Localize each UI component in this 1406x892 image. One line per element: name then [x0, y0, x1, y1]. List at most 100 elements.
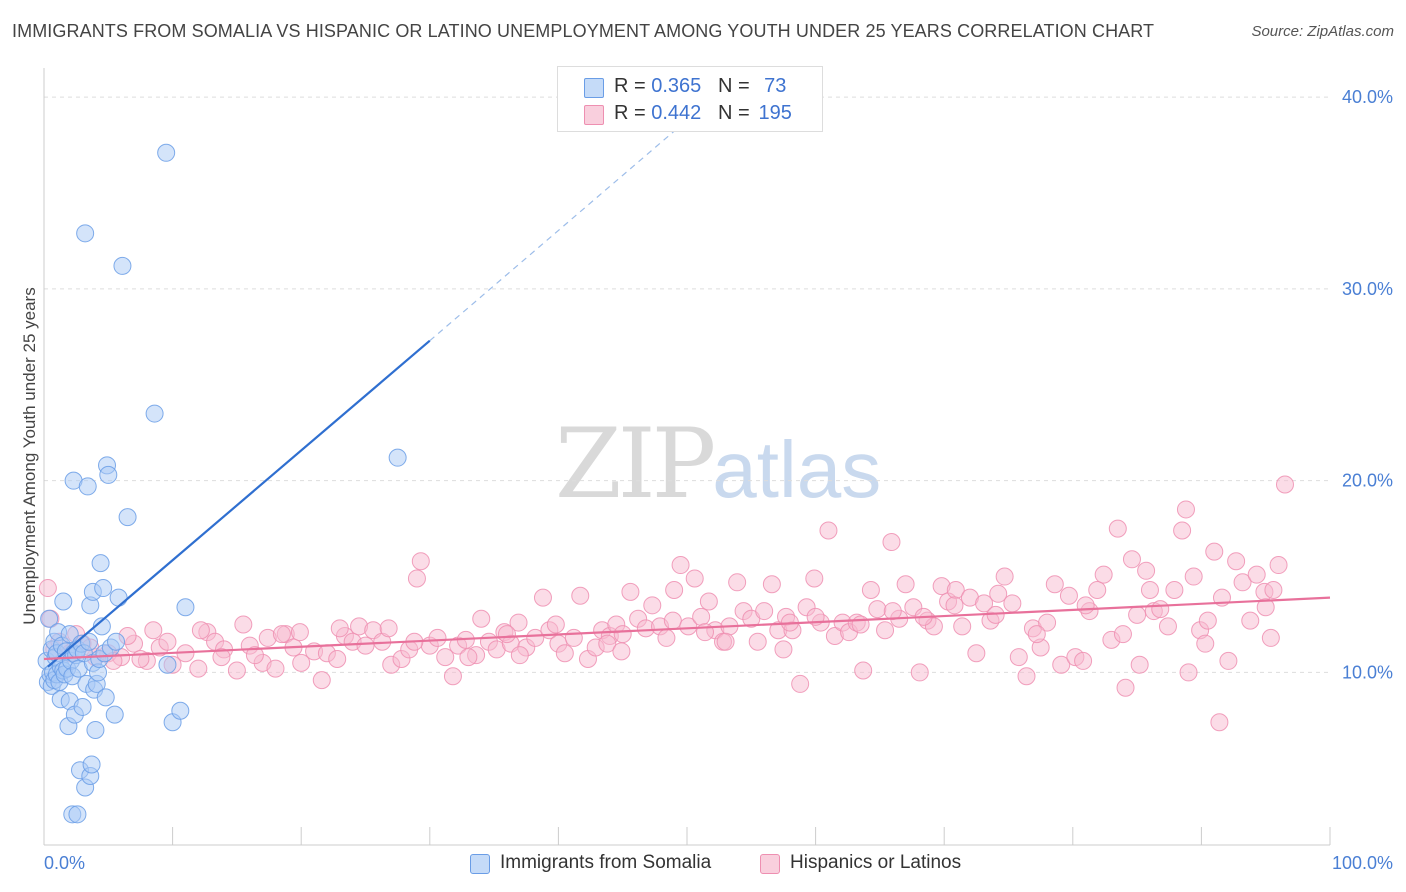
- hispanics-point-204: [1264, 580, 1283, 599]
- watermark-zip: ZIP: [555, 408, 716, 520]
- hispanics-point-57: [526, 628, 545, 647]
- hispanics-point-174: [1128, 605, 1147, 624]
- hispanics-point-149: [1176, 500, 1195, 519]
- hispanics-point-19: [227, 661, 246, 680]
- hispanics-point-24: [266, 659, 285, 678]
- hispanics-point-27: [292, 653, 311, 672]
- hispanics-point-179: [144, 621, 163, 640]
- hispanics-point-168: [598, 634, 617, 653]
- hispanics-point-157: [1233, 573, 1252, 592]
- hispanics-point-98: [819, 521, 838, 540]
- hispanics-point-158: [1241, 611, 1260, 630]
- hispanics-point-190: [546, 615, 565, 634]
- somalia-point-65: [113, 256, 132, 275]
- hispanics-point-137: [1094, 565, 1113, 584]
- hispanics-point-81: [699, 592, 718, 611]
- somalia-point-60: [99, 465, 118, 484]
- y-tick-label-30: 30.0%: [1342, 279, 1393, 299]
- hispanics-point-119: [967, 644, 986, 663]
- hispanics-point-44: [428, 628, 447, 647]
- hispanics-point-96: [805, 569, 824, 588]
- hispanics-point-73: [643, 596, 662, 615]
- somalia-point-56: [94, 579, 113, 598]
- hispanics-point-156: [1227, 552, 1246, 571]
- legend-swatch-hispanics: [584, 105, 604, 125]
- legend-swatch-somalia: [584, 78, 604, 98]
- hispanics-point-29: [312, 671, 331, 690]
- legend-r-label: R =: [614, 75, 646, 97]
- somalia-point-67: [145, 404, 164, 423]
- somalia-point-66: [118, 508, 137, 527]
- somalia-point-58: [96, 688, 115, 707]
- legend-n-value-hispanics: 195: [758, 102, 792, 124]
- hispanics-point-134: [1074, 651, 1093, 670]
- hispanics-point-166: [379, 619, 398, 638]
- grid-lines: [44, 96, 1330, 673]
- hispanics-point-77: [671, 556, 690, 575]
- trend-line-somalia-extension: [429, 119, 688, 342]
- hispanics-point-201: [1140, 580, 1159, 599]
- hispanics-point-155: [1219, 651, 1238, 670]
- somalia-point-69: [158, 655, 177, 674]
- somalia-point-37: [73, 697, 92, 716]
- hispanics-point-35: [356, 636, 375, 655]
- hispanics-point-153: [1205, 542, 1224, 561]
- hispanics-point-45: [436, 648, 455, 667]
- hispanics-point-146: [1158, 617, 1177, 636]
- hispanics-point-75: [657, 628, 676, 647]
- y-tick-label-20: 20.0%: [1342, 471, 1393, 491]
- hispanics-point-70: [621, 582, 640, 601]
- hispanics-point-105: [868, 600, 887, 619]
- hispanics-point-46: [443, 667, 462, 686]
- hispanics-point-15: [189, 659, 208, 678]
- hispanics-point-139: [1108, 519, 1127, 538]
- hispanics-point-130: [1045, 575, 1064, 594]
- chart-title: IMMIGRANTS FROM SOMALIA VS HISPANIC OR L…: [12, 21, 1155, 41]
- hispanics-point-185: [290, 623, 309, 642]
- hispanics-point-111: [910, 663, 929, 682]
- hispanics-point-192: [665, 580, 684, 599]
- hispanics-point-85: [728, 573, 747, 592]
- hispanics-point-58: [533, 588, 552, 607]
- hispanics-point-94: [791, 674, 810, 693]
- somalia-point-46: [82, 755, 101, 774]
- hispanics-point-76: [663, 611, 682, 630]
- hispanics-point-140: [1116, 678, 1135, 697]
- hispanics-point-172: [945, 596, 964, 615]
- hispanics-point-167: [510, 646, 529, 665]
- series-hispanics-points: [38, 475, 1294, 732]
- hispanics-point-0: [38, 579, 57, 598]
- somalia-point-72: [176, 598, 195, 617]
- hispanics-point-150: [1184, 567, 1203, 586]
- y-tick-label-10: 10.0%: [1342, 662, 1393, 682]
- legend-r-label: R =: [614, 102, 646, 124]
- hispanics-point-184: [245, 646, 264, 665]
- hispanics-point-124: [1003, 594, 1022, 613]
- hispanics-point-104: [861, 580, 880, 599]
- trend-line-somalia: [47, 339, 431, 668]
- hispanics-point-170: [774, 640, 793, 659]
- hispanics-point-31: [328, 650, 347, 669]
- hispanics-point-142: [1130, 655, 1149, 674]
- hispanics-point-42: [411, 552, 430, 571]
- watermark: ZIPatlas: [555, 408, 881, 520]
- hispanics-point-203: [1210, 713, 1229, 732]
- hispanics-point-159: [1247, 565, 1266, 584]
- hispanics-point-171: [851, 615, 870, 634]
- hispanics-point-106: [876, 621, 895, 640]
- bottom-legend-label-somalia: Immigrants from Somalia: [500, 852, 712, 873]
- hispanics-point-183: [212, 648, 231, 667]
- somalia-point-43: [80, 632, 99, 651]
- hispanics-point-196: [883, 602, 902, 621]
- hispanics-point-62: [564, 628, 583, 647]
- hispanics-point-120: [975, 594, 994, 613]
- hispanics-point-61: [555, 644, 574, 663]
- hispanics-point-107: [882, 533, 901, 552]
- hispanics-point-147: [1165, 580, 1184, 599]
- hispanics-point-161: [1261, 628, 1280, 647]
- legend-n-value-somalia: 73: [764, 75, 787, 97]
- hispanics-point-199: [1076, 596, 1095, 615]
- hispanics-point-193: [716, 632, 735, 651]
- hispanics-point-141: [1122, 550, 1141, 569]
